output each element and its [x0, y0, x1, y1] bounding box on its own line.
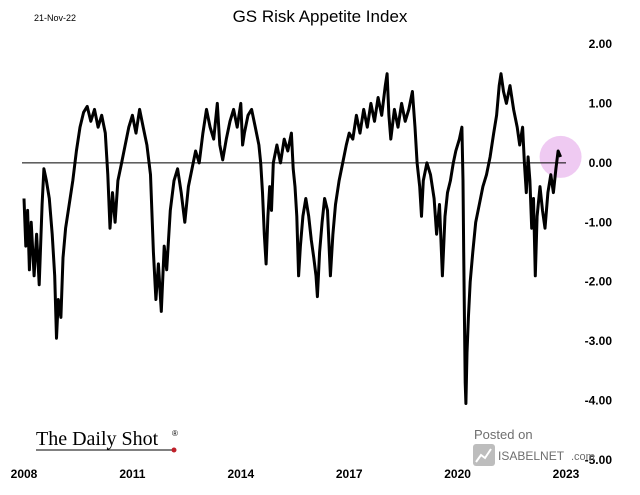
x-tick-label: 2023	[553, 467, 580, 481]
x-tick-label: 2020	[444, 467, 471, 481]
highlight-circle	[539, 135, 582, 178]
daily-shot-logo-text: The Daily Shot	[36, 428, 159, 450]
series-layer	[22, 72, 562, 405]
isabelnet-domain: .com	[571, 451, 595, 463]
isabelnet-watermark: Posted on ISABELNET .com	[473, 427, 595, 466]
isabelnet-name: ISABELNET	[498, 449, 565, 463]
daily-shot-dot	[171, 447, 177, 453]
y-tick-label: 0.00	[589, 156, 613, 170]
y-tick-label: -2.00	[585, 275, 613, 289]
isabelnet-logo-icon	[473, 444, 495, 466]
daily-shot-logo: The Daily Shot ®	[36, 428, 178, 453]
series-line-0	[22, 72, 562, 405]
daily-shot-logo-mark: ®	[172, 429, 178, 438]
y-tick-label: -1.00	[585, 215, 613, 229]
y-tick-label: -5.00	[585, 453, 613, 467]
y-tick-label: -4.00	[585, 394, 613, 408]
y-axis-ticks: 2.00 1.00 0.00 -1.00 -2.00 -3.00 -4.00 -5.00	[585, 37, 613, 467]
y-tick-label: 1.00	[589, 96, 613, 110]
x-tick-label: 2011	[119, 467, 145, 481]
x-axis-ticks: 2008 2011 2014 2017 2020 2023	[11, 467, 580, 481]
highlight-layer	[539, 135, 582, 178]
y-tick-label: 2.00	[589, 37, 613, 51]
x-tick-label: 2017	[336, 467, 363, 481]
x-tick-label: 2008	[11, 467, 38, 481]
date-label: 21-Nov-22	[34, 13, 76, 23]
posted-on-text: Posted on	[474, 427, 533, 442]
y-tick-label: -3.00	[585, 334, 613, 348]
x-tick-label: 2014	[227, 467, 254, 481]
chart-title: GS Risk Appetite Index	[233, 7, 408, 26]
